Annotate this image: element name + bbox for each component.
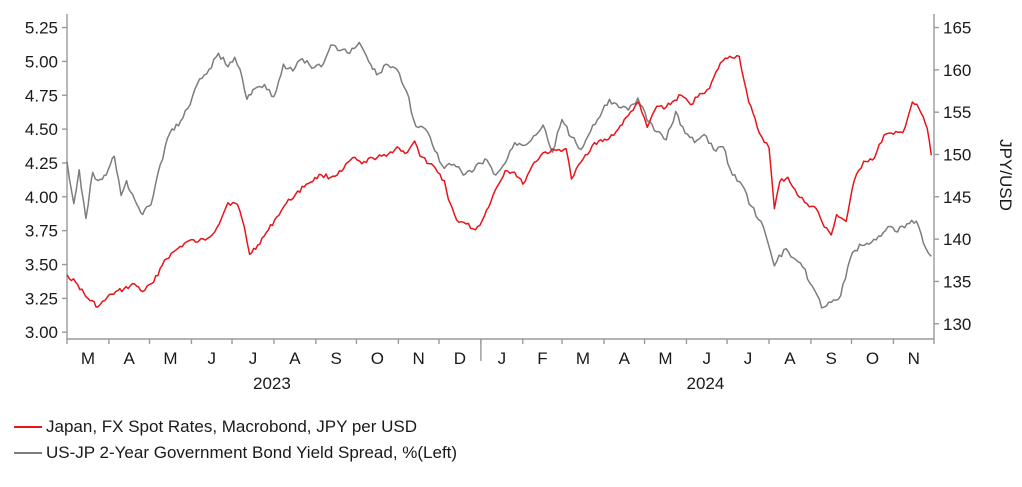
right-tick-label: 145 xyxy=(943,188,971,207)
x-tick-label: M xyxy=(163,349,177,368)
left-tick-label: 3.25 xyxy=(25,289,58,308)
x-tick-label: M xyxy=(576,349,590,368)
x-tick-label: F xyxy=(537,349,547,368)
left-tick-label: 3.00 xyxy=(25,323,58,342)
x-tick-label: S xyxy=(330,349,341,368)
x-tick-label: A xyxy=(619,349,631,368)
x-tick-label: A xyxy=(289,349,301,368)
right-axis-ticks: 130 135 140 145 150 155 160 165 xyxy=(934,19,971,334)
left-tick-label: 4.75 xyxy=(25,86,58,105)
x-tick-label: J xyxy=(744,349,753,368)
year-label-2024: 2024 xyxy=(687,374,725,393)
right-tick-label: 155 xyxy=(943,103,971,122)
left-tick-label: 3.75 xyxy=(25,222,58,241)
x-tick-label: J xyxy=(703,349,712,368)
x-tick-label: J xyxy=(207,349,216,368)
left-tick-label: 5.25 xyxy=(25,19,58,38)
x-tick-label: S xyxy=(826,349,837,368)
year-label-2023: 2023 xyxy=(253,374,291,393)
left-tick-label: 3.50 xyxy=(25,256,58,275)
x-axis-ticks: M A M J J A S O N D J F M A M J J A S O N 2023 2024 xyxy=(66,339,935,393)
right-axis-title: JPY/USD xyxy=(996,139,1015,211)
right-tick-label: 165 xyxy=(943,19,971,38)
x-tick-label: D xyxy=(454,349,466,368)
legend-item-yield-spread: US-JP 2-Year Government Bond Yield Sprea… xyxy=(14,440,457,466)
right-tick-label: 130 xyxy=(943,315,971,334)
x-tick-label: O xyxy=(371,349,384,368)
left-tick-label: 5.00 xyxy=(25,52,58,71)
x-tick-label: O xyxy=(866,349,879,368)
series-layer xyxy=(66,41,933,309)
legend-label-yield-spread: US-JP 2-Year Government Bond Yield Sprea… xyxy=(46,443,458,462)
left-tick-label: 4.00 xyxy=(25,188,58,207)
left-tick-label: 4.25 xyxy=(25,154,58,173)
legend-swatch-fx-spot xyxy=(14,426,42,428)
legend-label-fx-spot: Japan, FX Spot Rates, Macrobond, JPY per… xyxy=(46,417,418,436)
left-tick-label: 4.50 xyxy=(25,120,58,139)
line-chart: 3.00 3.25 3.50 3.75 4.00 4.25 4.50 4.75 5.00 5.25… xyxy=(25,14,1015,393)
left-axis-ticks: 3.00 3.25 3.50 3.75 4.00 4.25 4.50 4.75 5.00 5.25 xyxy=(25,19,67,342)
x-tick-label: A xyxy=(124,349,136,368)
right-tick-label: 160 xyxy=(943,61,971,80)
right-tick-label: 140 xyxy=(943,230,971,249)
series-yield-spread-line xyxy=(66,41,932,309)
legend-swatch-yield-spread xyxy=(14,452,42,454)
x-tick-label: J xyxy=(498,349,507,368)
x-tick-label: M xyxy=(81,349,95,368)
legend-item-fx-spot: Japan, FX Spot Rates, Macrobond, JPY per… xyxy=(14,414,457,440)
x-tick-label: N xyxy=(908,349,920,368)
right-tick-label: 150 xyxy=(943,145,971,164)
axes-layer xyxy=(66,14,935,340)
x-tick-label: M xyxy=(658,349,672,368)
x-tick-label: A xyxy=(784,349,796,368)
series-fx-spot-line xyxy=(66,54,933,308)
x-tick-label: J xyxy=(249,349,258,368)
legend: Japan, FX Spot Rates, Macrobond, JPY per… xyxy=(14,414,457,466)
x-tick-label: N xyxy=(413,349,425,368)
right-tick-label: 135 xyxy=(943,272,971,291)
